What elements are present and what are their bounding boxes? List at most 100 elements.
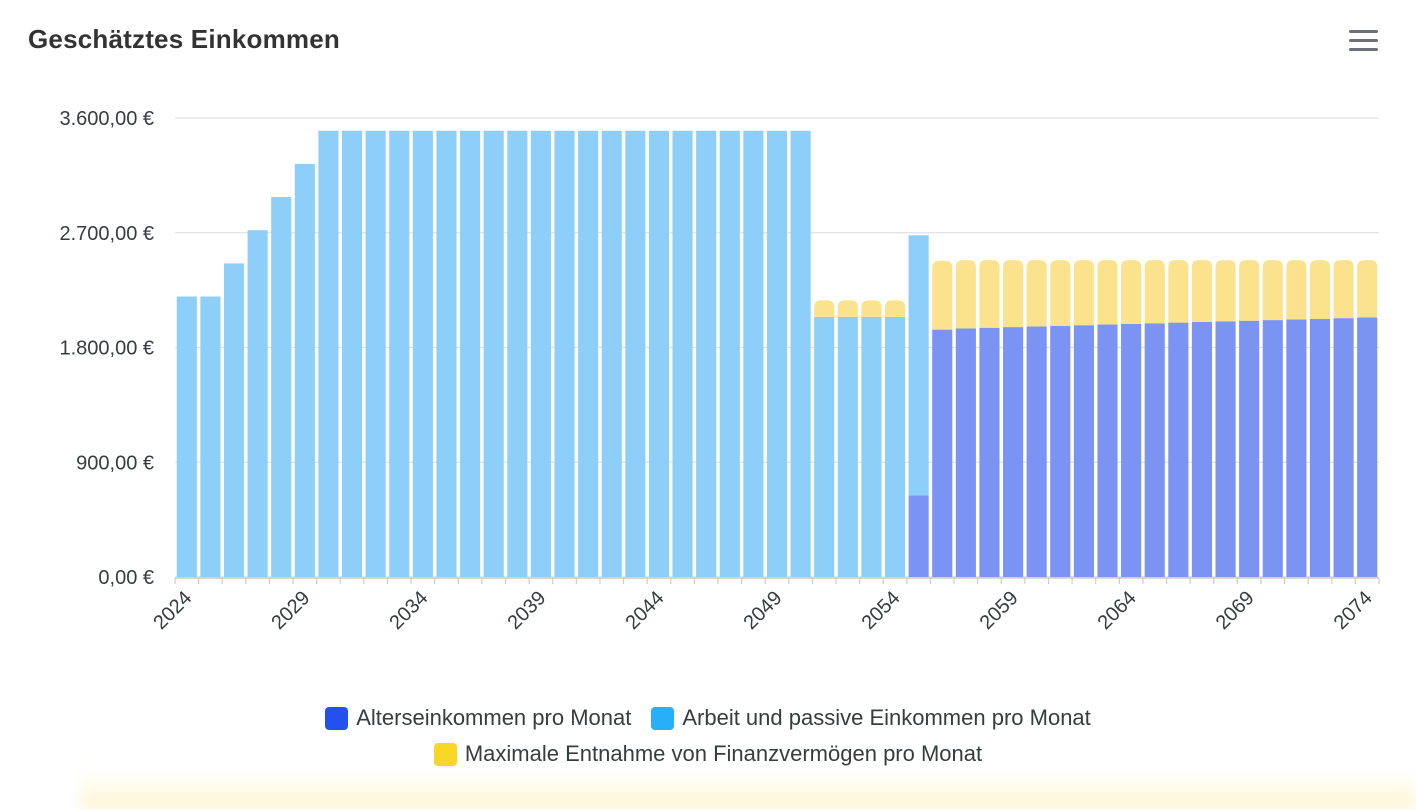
bar-arbeit [483, 130, 504, 577]
x-tick-label: 2064 [1094, 587, 1141, 634]
bar-alterseinkommen [1286, 319, 1307, 577]
bar-alterseinkommen [1121, 323, 1142, 577]
bar-entnahme [1333, 260, 1354, 319]
x-tick-label: 2059 [976, 587, 1023, 634]
legend-item-arbeit[interactable]: Arbeit und passive Einkommen pro Monat [651, 705, 1091, 731]
legend-item-alterseinkommen[interactable]: Alterseinkommen pro Monat [325, 705, 631, 731]
bar-arbeit [790, 130, 811, 577]
y-tick-label: 2.700,00 € [59, 223, 154, 245]
x-tick-label: 2034 [385, 587, 432, 634]
menu-line [1349, 30, 1378, 33]
x-tick-label: 2024 [149, 587, 196, 634]
bar-arbeit [837, 316, 858, 577]
bar-arbeit [271, 197, 292, 578]
hamburger-menu-icon[interactable] [1346, 27, 1380, 55]
bar-alterseinkommen [908, 495, 929, 577]
bar-arbeit [530, 130, 551, 577]
y-tick-label: 1.800,00 € [59, 338, 154, 360]
bar-entnahme [1050, 260, 1071, 326]
bar-entnahme [1309, 260, 1331, 319]
legend-marker-arbeit [651, 706, 675, 730]
chart-legend: Alterseinkommen pro Monat Arbeit und pas… [0, 700, 1416, 772]
bar-entnahme [837, 300, 858, 317]
bar-entnahme [1357, 260, 1378, 318]
bar-alterseinkommen [979, 327, 1000, 577]
legend-label-alterseinkommen: Alterseinkommen pro Monat [356, 705, 632, 730]
bar-alterseinkommen [1097, 324, 1118, 577]
bar-alterseinkommen [1262, 320, 1283, 577]
bar-entnahme [1215, 260, 1236, 322]
bar-entnahme [884, 300, 906, 317]
bar-arbeit [507, 130, 528, 577]
bar-alterseinkommen [1309, 318, 1331, 577]
bar-alterseinkommen [1333, 318, 1354, 577]
bar-alterseinkommen [955, 328, 976, 577]
bar-arbeit [200, 296, 221, 577]
bar-arbeit [766, 130, 788, 577]
chart-title: Geschätztes Einkommen [28, 24, 340, 54]
bar-arbeit [436, 130, 457, 577]
bar-entnahme [1262, 260, 1283, 321]
bar-arbeit [460, 130, 481, 577]
bar-entnahme [1073, 260, 1094, 326]
bar-alterseinkommen [932, 329, 953, 577]
x-tick-label: 2039 [503, 587, 550, 634]
legend-label-entnahme: Maximale Entnahme von Finanzvermögen pro… [464, 741, 983, 766]
y-tick-label: 3.600,00 € [59, 108, 154, 130]
bar-entnahme [1121, 260, 1142, 324]
x-tick-label: 2069 [1212, 587, 1259, 634]
bar-arbeit [814, 316, 835, 577]
bar-arbeit [176, 296, 197, 577]
bar-entnahme [1144, 260, 1165, 324]
bar-arbeit [365, 130, 386, 577]
bar-entnahme [932, 260, 953, 330]
bar-arbeit [578, 130, 599, 577]
bar-arbeit [554, 130, 575, 577]
bar-entnahme [955, 260, 976, 329]
bar-arbeit [412, 130, 433, 577]
bar-entnahme [979, 260, 1000, 328]
bar-alterseinkommen [1215, 321, 1236, 577]
bar-arbeit [601, 130, 622, 577]
x-tick-label: 2044 [621, 587, 668, 634]
bar-arbeit [648, 130, 670, 577]
x-tick-label: 2029 [267, 587, 314, 634]
x-tick-label: 2054 [858, 587, 905, 634]
menu-line [1349, 39, 1378, 42]
bar-alterseinkommen [1191, 322, 1212, 577]
bar-alterseinkommen [1168, 322, 1189, 577]
legend-marker-entnahme [433, 742, 457, 766]
bar-entnahme [1097, 260, 1118, 325]
y-tick-label: 900,00 € [76, 452, 154, 474]
bar-entnahme [814, 300, 835, 317]
bar-chart: 0,00 € 900,00 € 1.800,00 € 2.700,00 € 3.600,… [59, 108, 1380, 634]
y-tick-label: 0,00 € [98, 567, 154, 589]
bar-entnahme [1168, 260, 1189, 323]
bar-alterseinkommen [1026, 326, 1047, 577]
bar-arbeit [318, 130, 339, 577]
bar-arbeit [342, 130, 363, 577]
bar-entnahme [1003, 260, 1024, 328]
bar-entnahme [861, 300, 882, 317]
bar-alterseinkommen [1050, 325, 1071, 577]
bar-entnahme [1239, 260, 1260, 321]
bar-arbeit [884, 316, 906, 577]
bar-alterseinkommen [1073, 325, 1094, 577]
bar-entnahme [1286, 260, 1307, 320]
legend-item-entnahme[interactable]: Maximale Entnahme von Finanzvermögen pro… [433, 741, 983, 767]
bar-alterseinkommen [1357, 317, 1378, 577]
bar-arbeit [696, 130, 717, 577]
bar-arbeit [247, 230, 268, 577]
x-tick-label: 2074 [1330, 587, 1377, 634]
bar-alterseinkommen [1239, 320, 1260, 577]
bar-arbeit [389, 130, 410, 577]
legend-label-arbeit: Arbeit und passive Einkommen pro Monat [682, 705, 1091, 730]
bar-arbeit [625, 130, 646, 577]
bar-arbeit [223, 263, 245, 577]
bar-entnahme [1191, 260, 1212, 322]
decorative-glow [80, 770, 1416, 810]
bar-entnahme [1026, 260, 1047, 327]
bar-arbeit [294, 163, 315, 577]
legend-marker-alterseinkommen [325, 706, 349, 730]
